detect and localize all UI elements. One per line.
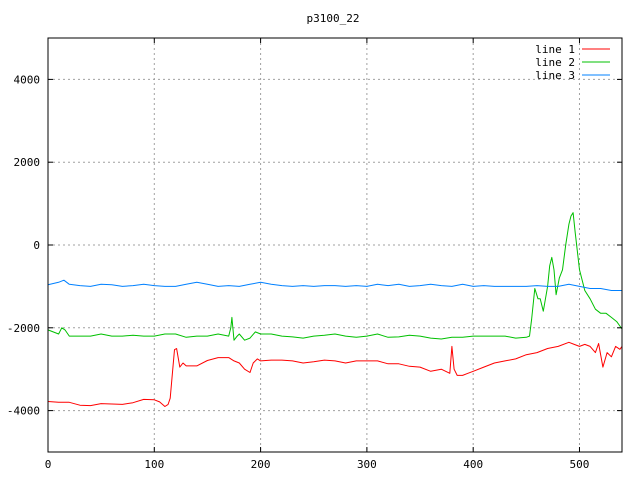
y-tick-label: -2000 xyxy=(7,322,40,335)
y-tick-label: 2000 xyxy=(14,156,41,169)
x-tick-label: 300 xyxy=(357,458,377,471)
y-tick-label: -4000 xyxy=(7,405,40,418)
x-tick-label: 400 xyxy=(463,458,483,471)
x-tick-label: 0 xyxy=(45,458,52,471)
legend-label-3: line 3 xyxy=(535,69,575,82)
y-tick-label: 4000 xyxy=(14,73,41,86)
ticks: 0 100 200 300 400 500 -4000 -2000 0 2000 4000 xyxy=(7,38,622,471)
series-line-3 xyxy=(47,279,622,291)
x-tick-label: 100 xyxy=(144,458,164,471)
legend-label-1: line 1 xyxy=(535,43,575,56)
chart-title: p3100_22 xyxy=(307,12,360,25)
legend-label-2: line 2 xyxy=(535,56,575,69)
y-tick-label: 0 xyxy=(33,239,40,252)
series-line-2 xyxy=(47,212,623,341)
grid xyxy=(48,38,622,452)
series-line-1 xyxy=(47,341,623,407)
x-tick-label: 500 xyxy=(570,458,590,471)
series-layer xyxy=(47,212,623,407)
x-tick-label: 200 xyxy=(251,458,271,471)
